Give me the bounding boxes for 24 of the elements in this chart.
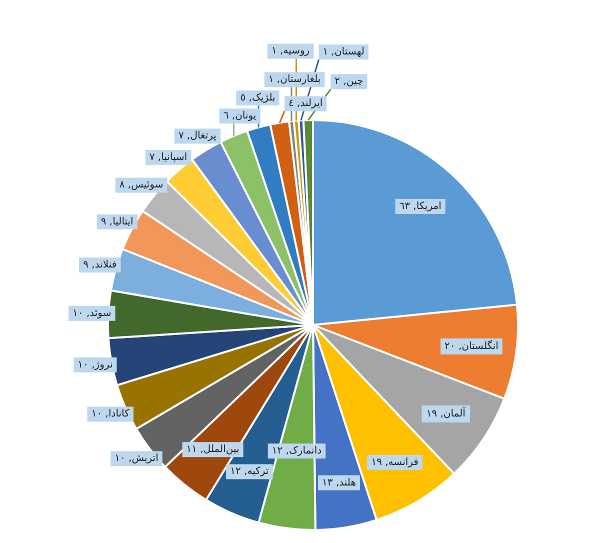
slice-label: هلند, ١٣ <box>322 477 356 488</box>
slice-label: انگلستان, ٢٠ <box>444 340 498 352</box>
slice-label: چین, ٢ <box>334 76 364 88</box>
slice-label: بین‌الملل, ١١ <box>186 444 240 456</box>
slice-label: آلمان, ١٩ <box>426 406 467 420</box>
slice-label: ترکیه, ١٢ <box>230 466 269 478</box>
slice-label: کانادا, ١٠ <box>91 408 130 420</box>
slice-label: فرانسه, ١٩ <box>371 456 419 468</box>
slice-label: لهستان, ١ <box>322 46 364 58</box>
slice-label: سوئد, ١٠ <box>72 308 112 319</box>
slice-label: بلژیک, ٥ <box>240 92 276 104</box>
slice-label: نروژ, ١٠ <box>78 359 113 370</box>
slice-label: یونان, ٦ <box>223 110 256 122</box>
slice-label: ایرلند, ٤ <box>288 98 323 110</box>
slice-label: امریکا, ٦٣ <box>399 200 442 212</box>
slice-label: اسپانیا, ٧ <box>149 152 188 163</box>
slice-label: پرتغال, ٧ <box>178 130 217 142</box>
slice-label: دانمارک, ١٢ <box>272 446 322 457</box>
slice-label: بلغارستان, ١ <box>268 74 321 86</box>
slice-label: ایتالیا, ٩ <box>100 216 134 228</box>
slice-label: فنلاند, ٩ <box>83 259 117 270</box>
slice-label: اتریش, ١٠ <box>114 453 158 464</box>
slice-label: سوئیس, ٨ <box>119 180 164 191</box>
slice-label: روسیه, ١ <box>271 46 310 57</box>
